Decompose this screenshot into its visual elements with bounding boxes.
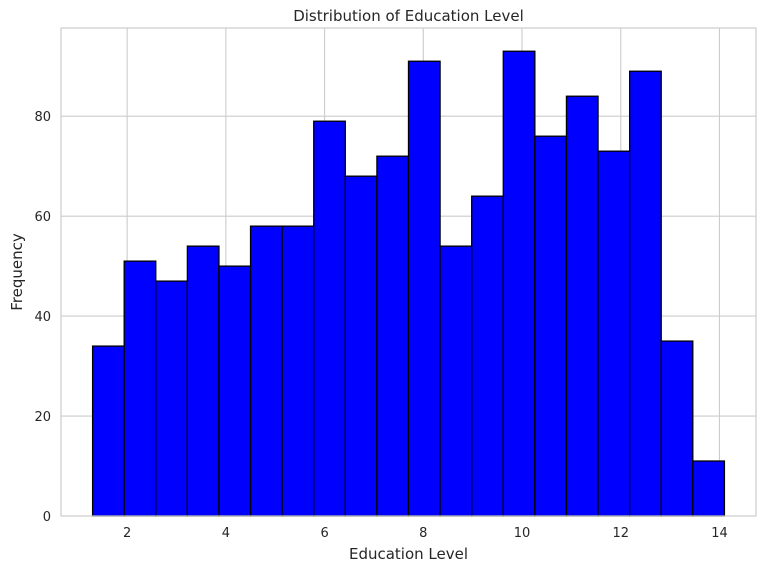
histogram-bar: [660, 340, 694, 517]
y-tick-label: 0: [43, 510, 51, 525]
histogram-bar: [597, 150, 631, 517]
histogram-bar: [565, 95, 599, 517]
x-tick-label: 6: [320, 526, 328, 541]
y-tick-label: 20: [34, 410, 51, 425]
histogram-bar: [123, 260, 157, 517]
y-tick-label: 40: [34, 310, 51, 325]
histogram-bar: [186, 245, 220, 517]
histogram-bar: [91, 345, 125, 517]
histogram-bar: [344, 175, 378, 517]
y-axis-label: Frequency: [8, 233, 26, 311]
x-tick-label: 4: [222, 526, 230, 541]
histogram-bar: [155, 280, 189, 517]
x-tick-labels: 2 4 6 8 10 12 14: [123, 526, 728, 541]
x-tick-label: 10: [514, 526, 531, 541]
histogram-bar: [376, 155, 410, 517]
histogram-bar: [534, 135, 568, 517]
histogram-bar: [407, 60, 441, 517]
chart-title: Distribution of Education Level: [293, 7, 524, 25]
histogram-bar: [471, 195, 504, 517]
histogram-bar: [218, 265, 252, 517]
x-tick-label: 14: [711, 526, 728, 541]
histogram-bar: [502, 50, 536, 517]
plot-frame: [60, 27, 757, 517]
histogram-bar: [249, 225, 283, 517]
x-tick-label: 8: [419, 526, 427, 541]
histogram-bars: [91, 50, 726, 517]
histogram-bar: [313, 120, 346, 517]
histogram-bar: [628, 70, 662, 517]
x-axis-label: Education Level: [349, 545, 468, 563]
x-tick-label: 12: [612, 526, 629, 541]
y-tick-label: 80: [34, 110, 51, 125]
histogram-bar: [439, 245, 473, 517]
x-tick-label: 2: [123, 526, 131, 541]
y-tick-labels: 0 20 40 60 80: [34, 110, 51, 525]
histogram-bar: [692, 460, 726, 517]
y-tick-label: 60: [34, 210, 51, 225]
histogram-bar: [281, 225, 315, 517]
